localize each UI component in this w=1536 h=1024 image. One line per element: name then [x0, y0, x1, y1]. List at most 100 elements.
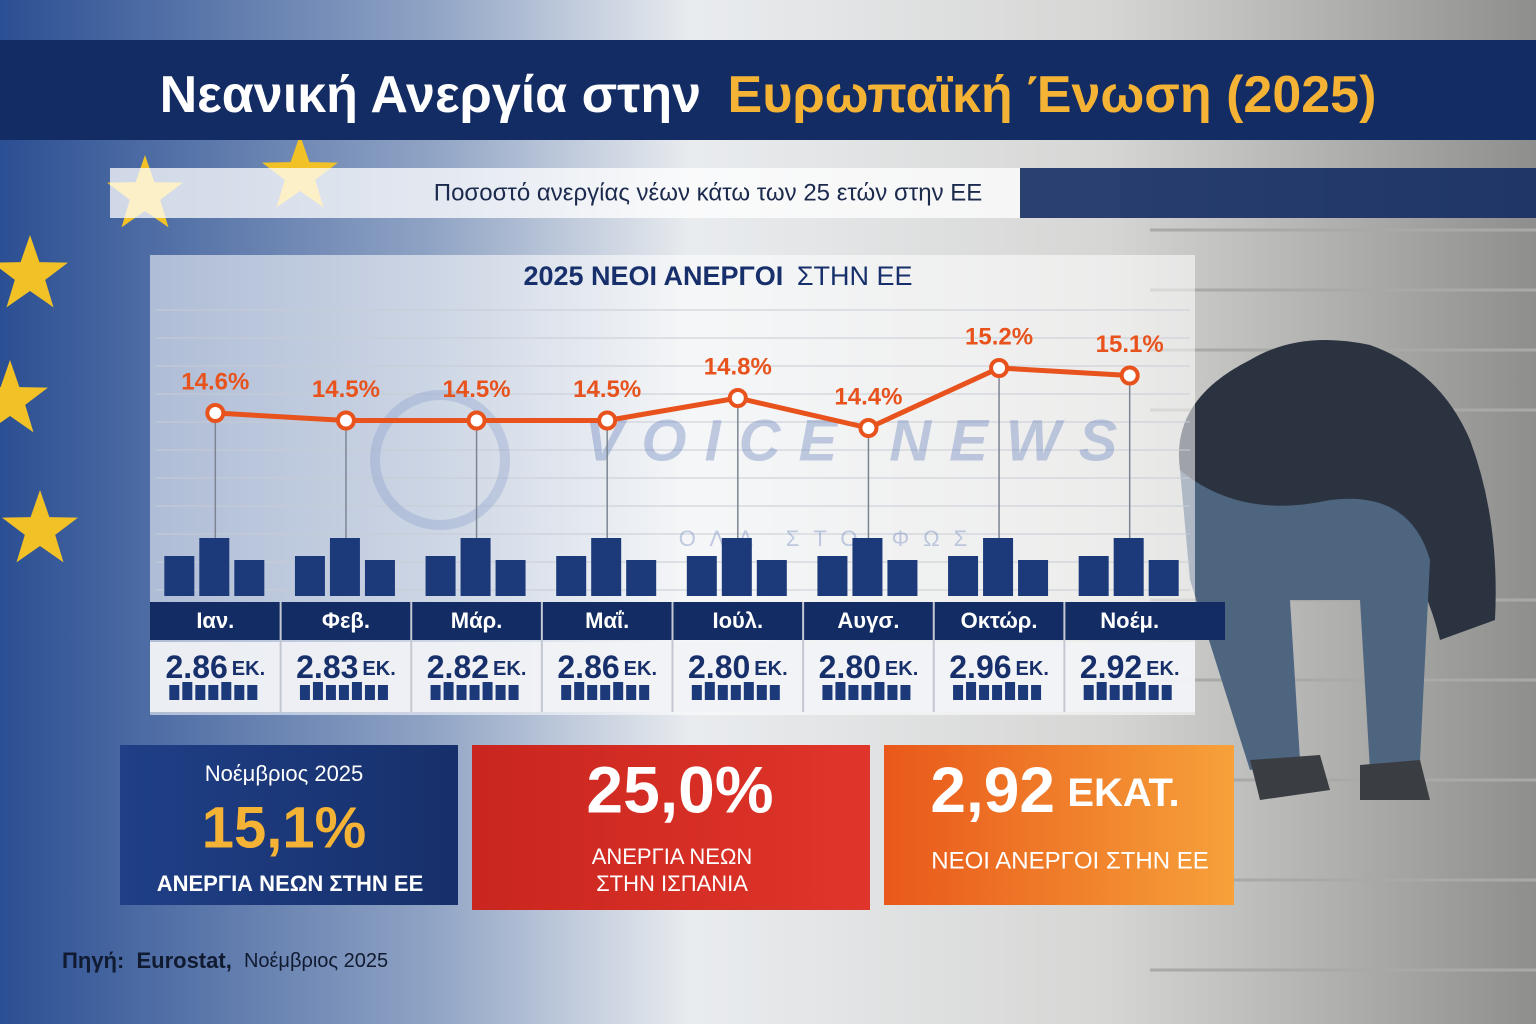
decor-bar: [329, 538, 360, 596]
decor-bar: [887, 560, 918, 596]
count-label: 2.82 ΕΚ.: [427, 649, 527, 685]
decor-mini-bar: [482, 682, 493, 700]
data-point: [335, 410, 356, 431]
decor-mini-bar: [325, 685, 336, 700]
decor-mini-bar: [730, 685, 741, 700]
decor-mini-bar: [1005, 682, 1016, 700]
decor-mini-bar: [299, 685, 310, 700]
decor-mini-bar: [835, 682, 846, 700]
count-value: 2.96: [949, 649, 1011, 685]
decor-mini-bar: [874, 682, 885, 700]
card: [120, 745, 458, 905]
decor-bar: [852, 538, 883, 596]
x-tick-label: Φεβ.: [322, 608, 370, 633]
count-label: 2.86 ΕΚ.: [166, 649, 266, 685]
decor-mini-bar: [848, 685, 859, 700]
count-unit: ΕΚ.: [493, 658, 526, 680]
decor-mini-bar: [966, 682, 977, 700]
decor-mini-bar: [430, 685, 441, 700]
decor-mini-bar: [508, 685, 519, 700]
x-tick-label: Ιούλ.: [712, 608, 763, 633]
decor-bar: [817, 556, 848, 596]
decor-mini-bar: [887, 685, 898, 700]
card: [472, 745, 870, 910]
data-point: [1119, 365, 1140, 386]
decor-bar: [948, 556, 979, 596]
decor-mini-bar: [169, 685, 180, 700]
decor-mini-bar: [1148, 685, 1159, 700]
data-point: [989, 358, 1010, 378]
data-label: 14.5%: [312, 376, 380, 403]
heading-bold: 2025 ΝΕΟΙ ΑΝΕΡΓΟΙ: [523, 261, 783, 291]
decor-mini-bar: [587, 685, 598, 700]
x-tick-label: Οκτώρ.: [961, 608, 1038, 633]
decor-mini-bar: [626, 685, 637, 700]
count-label: 2.92 ΕΚ.: [1080, 649, 1180, 685]
decor-mini-bar: [443, 682, 454, 700]
subtitle-band: [110, 168, 1120, 218]
category-row: [150, 602, 1225, 640]
decor-mini-bar: [364, 685, 375, 700]
decor-mini-bar: [195, 685, 206, 700]
decor-mini-bar: [561, 685, 572, 700]
decor-mini-bar: [953, 685, 964, 700]
decor-bar: [686, 556, 717, 596]
decor-mini-bar: [861, 685, 872, 700]
decor-bar: [1078, 556, 1109, 596]
card-value: 25,0%: [586, 752, 773, 826]
decor-bar: [556, 556, 587, 596]
x-tick-label: Ιαν.: [196, 608, 234, 633]
decor-mini-bar: [704, 682, 715, 700]
decor-bar: [1018, 560, 1049, 596]
chart-heading: 2025 ΝΕΟΙ ΑΝΕΡΓΟΙ ΣΤΗΝ ΕΕ: [523, 261, 912, 291]
person-figure: [1178, 340, 1496, 800]
decor-mini-bar: [469, 685, 480, 700]
count-label: 2.86 ΕΚ.: [557, 649, 657, 685]
count-unit: ΕΚ.: [232, 658, 265, 680]
decor-mini-bar: [1018, 685, 1029, 700]
count-value: 2.80: [819, 649, 881, 685]
decor-bar: [1113, 538, 1144, 596]
plot: 14.6% 14.5% 14.5% 14.5% 14.8% 14.4% 15.2% 15.1%…: [164, 323, 1180, 712]
count-label: 2.80 ΕΚ.: [688, 649, 788, 685]
data-point: [597, 410, 618, 431]
data-label: 15.1%: [1096, 331, 1164, 358]
decor-bar: [425, 556, 456, 596]
decor-mini-bar: [456, 685, 467, 700]
subtitle-band-right: [1020, 168, 1536, 218]
data-point: [727, 388, 748, 408]
decor-mini-bar: [247, 685, 258, 700]
count-unit: ΕΚ.: [624, 658, 657, 680]
data-line: [215, 365, 1130, 431]
count-unit: ΕΚ.: [1146, 658, 1179, 680]
decor-bar: [983, 538, 1014, 596]
decor-mini-bar: [1109, 685, 1120, 700]
count-value: 2.86: [166, 649, 228, 685]
decor-bar: [1148, 560, 1179, 596]
card-value-number: 2,92: [930, 754, 1055, 826]
decor-mini-bar: [312, 682, 323, 700]
decor-bar: [626, 560, 657, 596]
source: Πηγή: Eurostat, Νοέμβριος 2025: [62, 948, 388, 973]
card-label: ΑΝΕΡΓΙΑ ΝΕΩΝ ΣΤΗΝ ΕΕ: [157, 871, 424, 896]
x-tick-label: Νοέμ.: [1100, 608, 1159, 633]
title-part: Νεανική Ανεργία στην: [160, 66, 701, 124]
decor-mini-bar: [743, 682, 754, 700]
data-label: 15.2%: [965, 323, 1033, 350]
card-value: 2,92 ΕΚΑΤ.: [930, 754, 1179, 826]
decor-mini-bar: [992, 685, 1003, 700]
decor-mini-bar: [979, 685, 990, 700]
decor-bar: [234, 560, 265, 596]
decor-mini-bar: [234, 685, 245, 700]
x-tick-label: Μάρ.: [451, 608, 503, 633]
decor-mini-bar: [600, 685, 611, 700]
decor-mini-bar: [1122, 685, 1133, 700]
watermark-logo: [370, 390, 510, 530]
decor-mini-bar: [717, 685, 728, 700]
decor-mini-bar: [1031, 685, 1042, 700]
decor-bar: [756, 560, 787, 596]
decor-bar: [591, 538, 622, 596]
card-value-unit: ΕΚΑΤ.: [1067, 771, 1179, 815]
x-tick-label: Μαΐ.: [585, 608, 629, 633]
